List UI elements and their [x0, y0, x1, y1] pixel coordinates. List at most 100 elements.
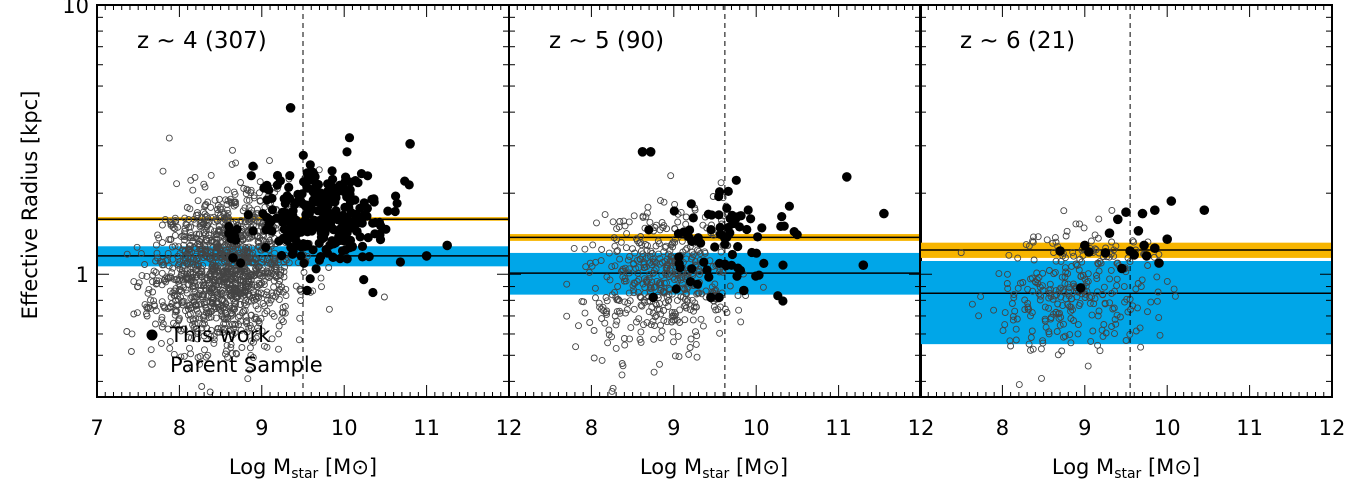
parent-sample-point	[1045, 330, 1053, 338]
this-work-point	[293, 189, 303, 199]
this-work-point	[1121, 207, 1131, 217]
parent-sample-point	[592, 294, 599, 302]
parent-sample-point	[170, 291, 178, 299]
parent-sample-point	[152, 280, 160, 288]
x-tick-label: 10	[743, 416, 770, 440]
parent-sample-point	[1024, 299, 1032, 307]
parent-sample-point	[636, 335, 644, 343]
parent-sample-point	[247, 297, 255, 305]
parent-sample-point	[164, 305, 172, 313]
parent-sample-point	[192, 219, 200, 227]
parent-sample-point	[660, 307, 668, 314]
parent-sample-point	[276, 271, 284, 278]
parent-sample-point	[714, 316, 722, 324]
parent-sample-point	[153, 277, 161, 285]
this-work-point	[720, 259, 730, 269]
parent-sample-point	[676, 306, 684, 314]
parent-sample-point	[657, 197, 664, 205]
parent-sample-point	[715, 268, 723, 276]
parent-sample-point	[589, 241, 597, 249]
parent-sample-point	[633, 278, 641, 285]
parent-sample-point	[221, 241, 229, 249]
parent-sample-point	[192, 261, 200, 269]
parent-sample-point	[133, 309, 141, 317]
x-tick-label: 12	[1319, 416, 1346, 440]
parent-sample-point	[174, 277, 182, 285]
parent-sample-point	[207, 214, 215, 222]
parent-sample-point	[206, 388, 214, 396]
parent-sample-point	[282, 256, 290, 264]
this-work-point	[879, 208, 889, 219]
parent-sample-point	[281, 309, 289, 317]
parent-sample-point	[237, 179, 244, 186]
parent-sample-point	[1045, 294, 1053, 302]
parent-sample-point	[272, 263, 280, 271]
parent-sample-point	[241, 246, 249, 254]
parent-sample-point	[570, 244, 578, 252]
parent-sample-point	[1039, 337, 1047, 345]
parent-sample-point	[282, 292, 290, 300]
parent-sample-point	[128, 330, 136, 338]
parent-sample-point	[1095, 215, 1103, 223]
parent-sample-point	[1080, 224, 1088, 232]
parent-sample-point	[143, 304, 151, 312]
parent-sample-point	[230, 198, 238, 206]
parent-sample-point	[616, 255, 624, 263]
parent-sample-point	[295, 336, 303, 344]
parent-sample-point	[1006, 337, 1014, 345]
parent-sample-point	[220, 257, 228, 265]
parent-sample-point	[1134, 304, 1141, 312]
this-work-point	[339, 236, 349, 246]
parent-sample-point	[232, 279, 239, 287]
parent-sample-point	[270, 283, 278, 291]
parent-sample-point	[208, 251, 216, 259]
parent-sample-point	[232, 300, 240, 308]
this-work-point	[743, 205, 753, 215]
this-work-point	[739, 285, 749, 296]
parent-sample-point	[151, 302, 159, 310]
parent-sample-point	[687, 335, 695, 343]
parent-sample-point	[647, 321, 655, 329]
this-work-point	[688, 213, 698, 223]
parent-sample-point	[143, 272, 151, 280]
parent-sample-point	[228, 160, 236, 168]
parent-sample-point	[168, 269, 176, 277]
parent-sample-point	[611, 262, 619, 270]
parent-sample-point	[1120, 283, 1128, 291]
parent-sample-point	[249, 254, 257, 262]
this-work-point	[359, 198, 369, 208]
parent-sample-point	[279, 318, 287, 326]
this-work-point	[327, 236, 337, 246]
parent-sample-point	[615, 297, 623, 305]
x-axis-label-close: ]	[1192, 455, 1200, 479]
this-work-point	[363, 233, 373, 243]
parent-sample-point	[1061, 264, 1069, 272]
parent-sample-point	[152, 320, 159, 328]
parent-sample-point	[231, 329, 239, 337]
parent-sample-point	[660, 316, 668, 324]
parent-sample-point	[158, 316, 166, 324]
parent-sample-point	[213, 300, 221, 308]
legend-parent-sample: Parent Sample	[170, 353, 323, 377]
parent-sample-point	[130, 310, 138, 318]
parent-sample-point	[637, 328, 645, 336]
parent-sample-point	[1028, 327, 1036, 335]
parent-sample-point	[221, 216, 229, 223]
parent-sample-point	[995, 270, 1003, 278]
parent-sample-point	[663, 318, 671, 326]
parent-sample-point	[200, 332, 208, 340]
parent-sample-point	[208, 307, 216, 315]
parent-sample-point	[654, 237, 662, 245]
parent-sample-point	[166, 338, 174, 346]
parent-sample-point	[1076, 220, 1083, 228]
parent-sample-point	[230, 266, 238, 274]
parent-sample-point	[660, 198, 668, 206]
parent-sample-point	[737, 318, 745, 326]
parent-sample-point	[630, 212, 638, 220]
parent-sample-point	[575, 322, 582, 330]
parent-sample-point	[656, 260, 664, 268]
parent-sample-point	[300, 268, 308, 276]
parent-sample-point	[1100, 283, 1108, 291]
parent-sample-point	[189, 186, 197, 194]
parent-sample-point	[639, 250, 647, 258]
